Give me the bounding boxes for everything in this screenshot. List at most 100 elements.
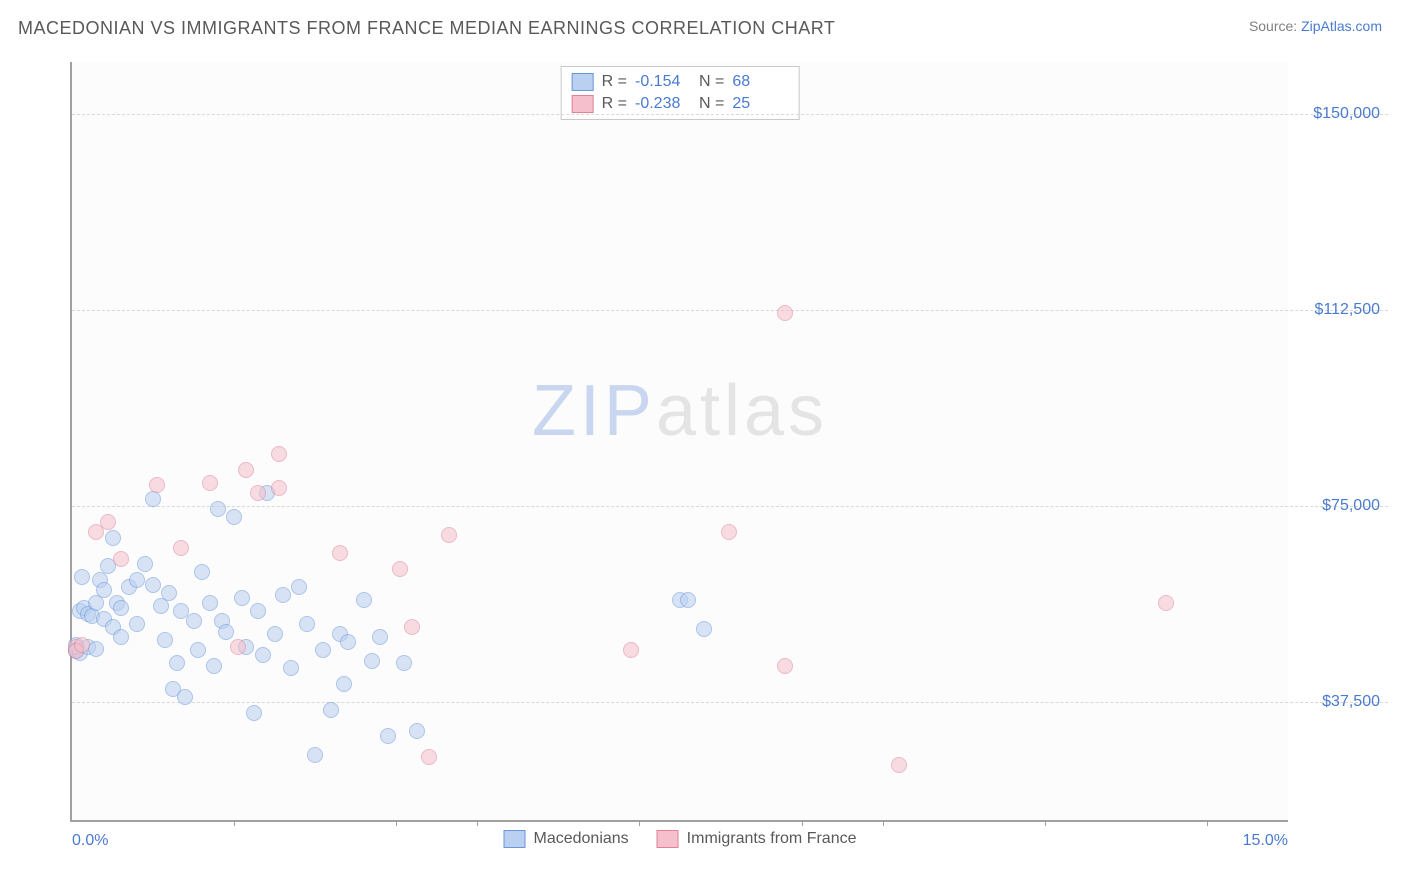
- data-point: [88, 641, 104, 657]
- data-point: [340, 634, 356, 650]
- x-tick-label: 15.0%: [1243, 832, 1288, 850]
- data-point: [364, 653, 380, 669]
- stat-n-label: N =: [699, 95, 724, 113]
- data-point: [145, 577, 161, 593]
- data-point: [623, 642, 639, 658]
- stats-row: R = -0.238 N = 25: [572, 93, 789, 115]
- legend-item: Macedonians: [504, 830, 629, 848]
- stat-n-value: 68: [732, 73, 788, 91]
- source-link[interactable]: ZipAtlas.com: [1301, 18, 1382, 34]
- data-point: [267, 626, 283, 642]
- stats-row: R = -0.154 N = 68: [572, 71, 789, 93]
- data-point: [238, 462, 254, 478]
- data-point: [113, 551, 129, 567]
- stat-r-value: -0.238: [635, 95, 691, 113]
- y-tick-label: $112,500: [1314, 301, 1380, 319]
- data-point: [157, 632, 173, 648]
- series-swatch: [572, 95, 594, 113]
- data-point: [202, 475, 218, 491]
- data-point: [129, 616, 145, 632]
- data-point: [255, 647, 271, 663]
- data-point: [404, 619, 420, 635]
- stat-r-label: R =: [602, 73, 627, 91]
- stat-n-value: 25: [732, 95, 788, 113]
- gridline-horizontal: [72, 114, 1388, 115]
- gridline-horizontal: [72, 310, 1388, 311]
- data-point: [1158, 595, 1174, 611]
- data-point: [332, 545, 348, 561]
- data-point: [177, 689, 193, 705]
- data-point: [74, 569, 90, 585]
- data-point: [230, 639, 246, 655]
- data-point: [105, 530, 121, 546]
- plot-area: ZIPatlas R =-0.154N =68R =-0.238N =25 Ma…: [70, 62, 1288, 822]
- legend-label: Immigrants from France: [687, 830, 857, 848]
- data-point: [372, 629, 388, 645]
- data-point: [250, 603, 266, 619]
- data-point: [777, 658, 793, 674]
- data-point: [74, 637, 90, 653]
- x-tick-mark: [1207, 820, 1208, 826]
- data-point: [137, 556, 153, 572]
- data-point: [271, 446, 287, 462]
- data-point: [891, 757, 907, 773]
- data-point: [392, 561, 408, 577]
- data-point: [246, 705, 262, 721]
- legend-swatch: [504, 830, 526, 848]
- data-point: [190, 642, 206, 658]
- gridline-horizontal: [72, 506, 1388, 507]
- data-point: [291, 579, 307, 595]
- x-tick-mark: [234, 820, 235, 826]
- stat-n-label: N =: [699, 73, 724, 91]
- watermark: ZIPatlas: [532, 370, 828, 452]
- data-point: [100, 514, 116, 530]
- gridline-horizontal: [72, 702, 1388, 703]
- data-point: [307, 747, 323, 763]
- data-point: [696, 621, 712, 637]
- stat-r-label: R =: [602, 95, 627, 113]
- x-tick-mark: [639, 820, 640, 826]
- y-tick-label: $37,500: [1322, 693, 1380, 711]
- data-point: [283, 660, 299, 676]
- data-point: [271, 480, 287, 496]
- y-tick-label: $150,000: [1313, 105, 1380, 123]
- data-point: [202, 595, 218, 611]
- data-point: [161, 585, 177, 601]
- data-point: [113, 629, 129, 645]
- data-point: [380, 728, 396, 744]
- x-tick-mark: [396, 820, 397, 826]
- legend-label: Macedonians: [534, 830, 629, 848]
- data-point: [96, 582, 112, 598]
- chart-container: Median Earnings ZIPatlas R =-0.154N =68R…: [18, 50, 1388, 872]
- data-point: [129, 572, 145, 588]
- data-point: [149, 477, 165, 493]
- source-attribution: Source: ZipAtlas.com: [1249, 18, 1382, 34]
- stat-r-value: -0.154: [635, 73, 691, 91]
- data-point: [396, 655, 412, 671]
- data-point: [226, 509, 242, 525]
- series-legend: Macedonians Immigrants from France: [504, 830, 857, 848]
- data-point: [409, 723, 425, 739]
- data-point: [441, 527, 457, 543]
- y-tick-label: $75,000: [1322, 497, 1380, 515]
- trend-line-extrapolated: [842, 661, 1288, 690]
- data-point: [234, 590, 250, 606]
- chart-title: MACEDONIAN VS IMMIGRANTS FROM FRANCE MED…: [18, 18, 835, 39]
- data-point: [777, 305, 793, 321]
- data-point: [680, 592, 696, 608]
- data-point: [299, 616, 315, 632]
- data-point: [210, 501, 226, 517]
- data-point: [169, 655, 185, 671]
- stats-legend-box: R = -0.154 N = 68 R = -0.238 N = 25: [561, 66, 800, 120]
- data-point: [721, 524, 737, 540]
- x-tick-mark: [802, 820, 803, 826]
- x-tick-mark: [1045, 820, 1046, 826]
- data-point: [336, 676, 352, 692]
- data-point: [194, 564, 210, 580]
- x-tick-label: 0.0%: [72, 832, 108, 850]
- x-tick-mark: [477, 820, 478, 826]
- data-point: [421, 749, 437, 765]
- data-point: [113, 600, 129, 616]
- data-point: [315, 642, 331, 658]
- series-swatch: [572, 73, 594, 91]
